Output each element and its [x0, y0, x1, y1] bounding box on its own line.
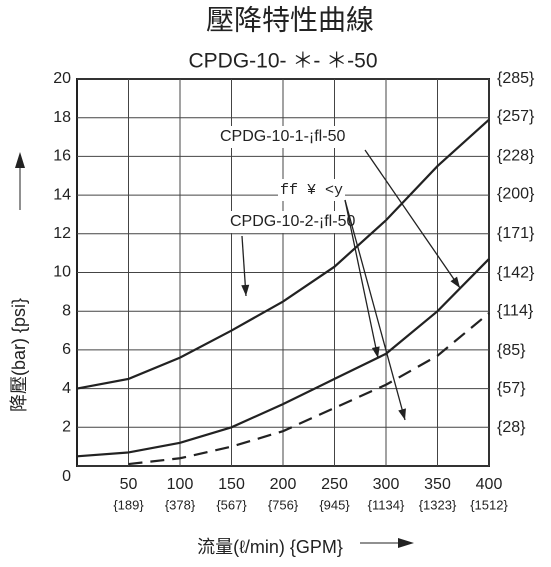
- axis-arrow-head: [398, 538, 414, 548]
- series-line: [76, 118, 490, 390]
- x-tick-label: 400: [476, 476, 503, 493]
- x2-tick-label: {189}: [113, 497, 144, 512]
- y-tick-label: 4: [62, 380, 71, 397]
- annotation-arrow: [344, 199, 379, 359]
- y-tick-label: 12: [53, 225, 71, 242]
- x2-tick-label: {1323}: [419, 497, 457, 512]
- x2-tick-label: {756}: [268, 497, 299, 512]
- series-label: CPDG-10-1-¡fl-50: [220, 128, 345, 145]
- x2-tick-label: {1134}: [368, 497, 405, 512]
- chart-title: 壓降特性曲線: [206, 4, 374, 35]
- x-tick-label: 350: [424, 476, 451, 493]
- y2-tick-label: {57}: [497, 380, 526, 397]
- annotation-arrow: [344, 199, 406, 421]
- label-background: [218, 126, 348, 148]
- y2-tick-label: {171}: [497, 225, 535, 242]
- series-line: [128, 312, 490, 466]
- x-tick-label: 300: [373, 476, 400, 493]
- x-axis-label: 流量(ℓ/min) {GPM}: [197, 537, 343, 557]
- y-tick-label: 2: [62, 419, 71, 436]
- y2-tick-label: {228}: [497, 148, 535, 165]
- y-tick-label: 8: [62, 302, 71, 319]
- y-tick-label: 20: [53, 70, 71, 87]
- label-background: [228, 211, 358, 233]
- x2-tick-label: {567}: [216, 497, 247, 512]
- series-label: ff ¥ <y: [280, 182, 343, 199]
- y-tick-label: 14: [53, 186, 71, 203]
- annotation-arrow-head: [371, 346, 380, 358]
- annotation-arrow-head: [241, 284, 250, 296]
- y-axis-label: 降壓(bar) {psi}: [9, 298, 29, 412]
- y2-tick-label: {85}: [497, 342, 526, 359]
- y-tick-label: 16: [53, 148, 71, 165]
- x-tick-label: 100: [167, 476, 194, 493]
- x-tick-label: 250: [321, 476, 348, 493]
- y2-tick-label: {257}: [497, 108, 535, 125]
- y-tick-label: 18: [53, 109, 71, 126]
- y-tick-label: 6: [62, 341, 71, 358]
- y2-tick-label: {28}: [497, 419, 526, 436]
- y2-tick-label: {114}: [497, 302, 534, 319]
- annotation-arrow: [364, 149, 461, 289]
- x2-tick-label: {378}: [165, 497, 196, 512]
- x2-tick-label: {1512}: [470, 497, 508, 512]
- y2-tick-label: {142}: [497, 264, 535, 281]
- y-tick-label: 0: [62, 468, 71, 485]
- annotation-arrow-head: [398, 408, 406, 420]
- x-tick-label: 50: [120, 476, 138, 493]
- y-tick-label: 10: [53, 264, 71, 281]
- annotation-arrow-head: [450, 276, 460, 288]
- x2-tick-label: {945}: [319, 497, 350, 512]
- axis-arrow-head: [15, 152, 25, 168]
- series-line: [76, 258, 490, 458]
- x-tick-label: 150: [218, 476, 245, 493]
- y2-tick-label: {200}: [497, 186, 535, 203]
- chart-subtitle: CPDG-10- ＊- ＊-50: [188, 50, 377, 73]
- x-tick-label: 200: [270, 476, 297, 493]
- series-label: CPDG-10-2-¡fl-50: [230, 213, 355, 230]
- y2-tick-label: {285}: [497, 70, 535, 87]
- label-background: [278, 179, 346, 201]
